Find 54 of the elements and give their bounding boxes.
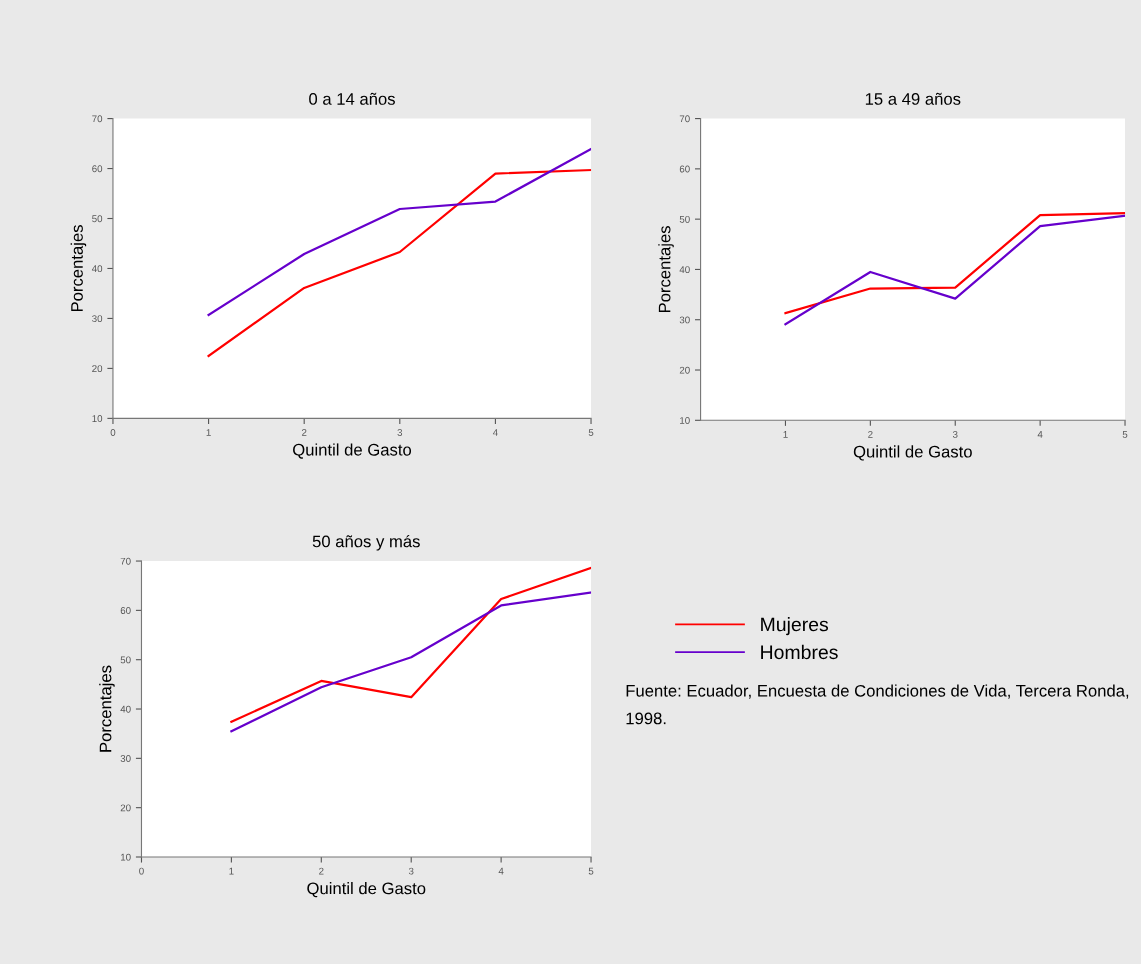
x-tick-label: 4: [498, 867, 504, 875]
y-tick-label: 20: [120, 804, 131, 812]
x-tick-label: 2: [868, 430, 873, 438]
x-tick-label: 5: [588, 867, 594, 875]
y-axis-title: Porcentajes: [658, 226, 674, 313]
x-tick-label: 0: [139, 867, 144, 875]
x-tick-label: 2: [301, 429, 307, 436]
y-axis-title: Porcentajes: [99, 665, 115, 752]
y-tick-label: 10: [680, 417, 690, 424]
y-tick-label: 50: [92, 215, 103, 223]
line-series: [207, 168, 592, 358]
y-tick-label: 30: [679, 316, 690, 324]
x-tick-label: 2: [319, 867, 324, 875]
y-tick-label: 10: [121, 853, 131, 861]
x-tick-label: 4: [492, 429, 498, 436]
y-tick-label: 60: [679, 165, 690, 173]
x-tick-label: 1: [206, 429, 211, 436]
y-tick-label: 20: [92, 365, 103, 373]
y-tick-label: 50: [120, 656, 131, 664]
x-tick-label: 5: [588, 429, 594, 436]
y-tick-label: 40: [120, 705, 131, 713]
y-tick-label: 60: [120, 607, 131, 614]
chart-title: 50 años y más: [312, 534, 420, 551]
y-tick-label: 40: [91, 265, 103, 273]
y-tick-label: 60: [92, 165, 103, 173]
y-tick-label: 70: [679, 115, 690, 123]
line-series: [230, 591, 592, 733]
x-axis-title: Quintil de Gasto: [853, 445, 972, 461]
y-tick-label: 20: [679, 366, 690, 374]
x-tick-label: 5: [1122, 431, 1128, 438]
y-tick-label: 10: [92, 415, 103, 422]
y-tick-label: 30: [92, 315, 103, 323]
y-axis-title: Porcentajes: [70, 225, 87, 312]
y-tick-label: 70: [120, 557, 131, 565]
x-tick-label: 1: [229, 867, 234, 875]
legend-label: Mujeres: [761, 617, 829, 636]
legend-label: Hombres: [761, 644, 838, 660]
x-axis-title: Quintil de Gasto: [307, 882, 426, 898]
y-tick-label: 50: [679, 215, 690, 223]
x-tick-label: 0: [110, 429, 116, 436]
x-tick-label: 3: [397, 429, 403, 436]
line-series: [230, 566, 592, 723]
x-tick-label: 4: [1037, 431, 1043, 438]
chart-title: 15 a 49 años: [865, 92, 961, 105]
line-series: [207, 147, 592, 317]
x-axis-title: Quintil de Gasto: [293, 443, 412, 459]
y-tick-label: 70: [92, 115, 103, 123]
source-note: Fuente: Ecuador, Encuesta de Condiciones de Vida, Tercera Ronda, 1998.: [626, 684, 1129, 725]
x-tick-label: 1: [783, 431, 788, 438]
y-tick-label: 40: [679, 266, 690, 274]
x-tick-label: 3: [408, 867, 414, 875]
chart-title: 0 a 14 años: [309, 92, 395, 105]
x-tick-label: 3: [952, 430, 958, 438]
y-tick-label: 30: [120, 755, 131, 762]
